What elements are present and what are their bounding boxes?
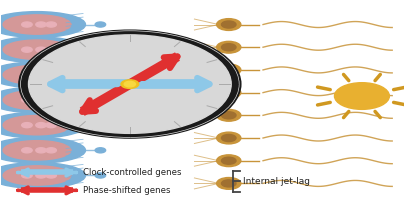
Ellipse shape	[36, 173, 46, 178]
Ellipse shape	[36, 22, 46, 27]
Ellipse shape	[0, 37, 85, 63]
Ellipse shape	[0, 12, 85, 37]
Ellipse shape	[3, 40, 71, 59]
Ellipse shape	[0, 87, 85, 113]
Ellipse shape	[46, 22, 56, 27]
Ellipse shape	[46, 47, 56, 52]
Ellipse shape	[95, 148, 106, 153]
Ellipse shape	[46, 173, 56, 178]
Ellipse shape	[222, 157, 236, 164]
Ellipse shape	[22, 148, 32, 153]
Ellipse shape	[0, 112, 85, 138]
Ellipse shape	[21, 31, 239, 137]
Ellipse shape	[222, 89, 236, 96]
Ellipse shape	[3, 15, 71, 34]
Ellipse shape	[95, 22, 106, 27]
Ellipse shape	[217, 109, 241, 121]
Ellipse shape	[36, 97, 46, 103]
Ellipse shape	[217, 132, 241, 144]
Ellipse shape	[222, 180, 236, 187]
Ellipse shape	[222, 44, 236, 51]
Ellipse shape	[222, 134, 236, 142]
Ellipse shape	[222, 66, 236, 73]
Ellipse shape	[335, 83, 389, 109]
Ellipse shape	[121, 80, 139, 88]
Ellipse shape	[36, 72, 46, 77]
Ellipse shape	[46, 148, 56, 153]
Ellipse shape	[46, 123, 56, 128]
Text: Phase-shifted genes: Phase-shifted genes	[83, 186, 171, 195]
Ellipse shape	[217, 155, 241, 167]
Ellipse shape	[3, 166, 71, 185]
Ellipse shape	[22, 123, 32, 128]
Ellipse shape	[36, 148, 46, 153]
Ellipse shape	[217, 87, 241, 99]
Ellipse shape	[46, 97, 56, 103]
Ellipse shape	[22, 22, 32, 27]
Text: Clock-controlled genes: Clock-controlled genes	[83, 168, 182, 177]
Ellipse shape	[95, 97, 106, 103]
Ellipse shape	[3, 90, 71, 110]
Ellipse shape	[95, 47, 106, 52]
Ellipse shape	[217, 64, 241, 76]
Ellipse shape	[21, 31, 239, 137]
Ellipse shape	[19, 30, 241, 138]
Ellipse shape	[28, 35, 231, 133]
Ellipse shape	[46, 72, 56, 77]
Ellipse shape	[0, 137, 85, 163]
Ellipse shape	[36, 47, 46, 52]
Ellipse shape	[95, 72, 106, 77]
Ellipse shape	[3, 115, 71, 135]
Ellipse shape	[22, 47, 32, 52]
Ellipse shape	[95, 173, 106, 178]
Ellipse shape	[222, 112, 236, 119]
Ellipse shape	[217, 19, 241, 30]
Ellipse shape	[22, 173, 32, 178]
Ellipse shape	[0, 163, 85, 188]
Ellipse shape	[217, 41, 241, 53]
Ellipse shape	[36, 123, 46, 128]
Ellipse shape	[217, 178, 241, 189]
Ellipse shape	[22, 72, 32, 77]
Ellipse shape	[3, 65, 71, 85]
Text: Internal jet-lag: Internal jet-lag	[243, 177, 310, 186]
Ellipse shape	[22, 97, 32, 103]
Ellipse shape	[0, 62, 85, 88]
Ellipse shape	[95, 123, 106, 128]
Ellipse shape	[222, 21, 236, 28]
Ellipse shape	[3, 141, 71, 160]
Ellipse shape	[124, 81, 136, 87]
